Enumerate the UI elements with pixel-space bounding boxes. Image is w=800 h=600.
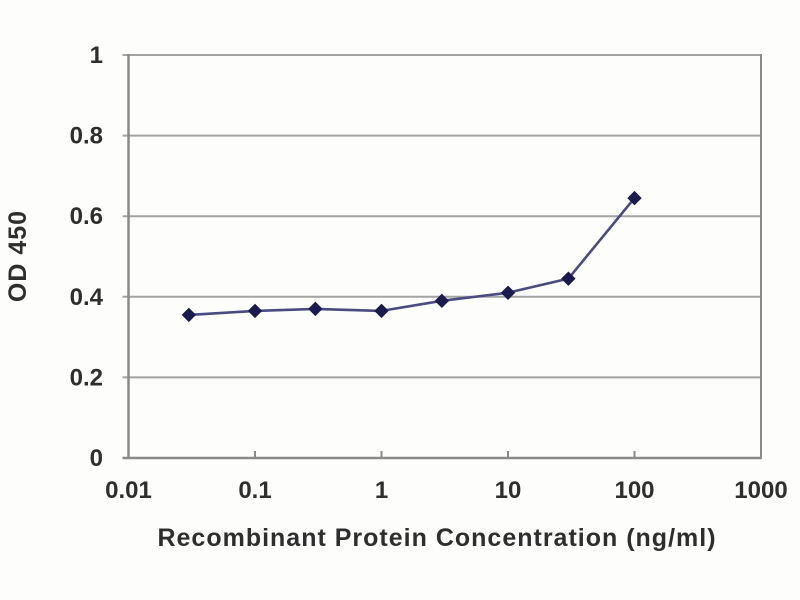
y-tick-label: 0.4: [70, 284, 104, 311]
data-point-marker: [500, 285, 516, 300]
data-point-marker: [181, 307, 197, 323]
data-point-marker: [627, 190, 642, 206]
data-line: [188, 197, 636, 317]
data-point-marker: [308, 301, 323, 317]
x-tick-label: 1000: [734, 477, 787, 504]
y-tick-label: 0: [90, 445, 103, 472]
x-tick-label: 100: [614, 477, 654, 504]
y-tick-label: 0.2: [70, 364, 103, 391]
x-tick-label: 10: [495, 477, 522, 504]
x-axis-title: Recombinant Protein Concentration (ng/ml…: [157, 524, 716, 552]
data-point-marker: [247, 303, 263, 319]
tick-labels-group: 0.01 0.1 1 10 100 1000 0 0.2 0.4 0.6 0.8 1: [70, 42, 788, 504]
x-tick-label: 0.01: [105, 477, 152, 504]
y-tick-label: 1: [90, 42, 103, 69]
gridlines-group: [122, 54, 761, 459]
data-point-marker: [561, 271, 576, 286]
x-tick-label: 1: [375, 477, 388, 504]
plot-frame-group: [122, 54, 762, 460]
data-point-marker: [434, 293, 450, 309]
x-tick-label: 0.1: [238, 477, 271, 504]
y-tick-label: 0.8: [70, 123, 103, 150]
y-tick-label: 0.6: [70, 203, 103, 230]
data-series-group: [181, 190, 642, 323]
y-axis-title: OD 450: [4, 210, 32, 302]
data-point-marker: [374, 303, 389, 319]
